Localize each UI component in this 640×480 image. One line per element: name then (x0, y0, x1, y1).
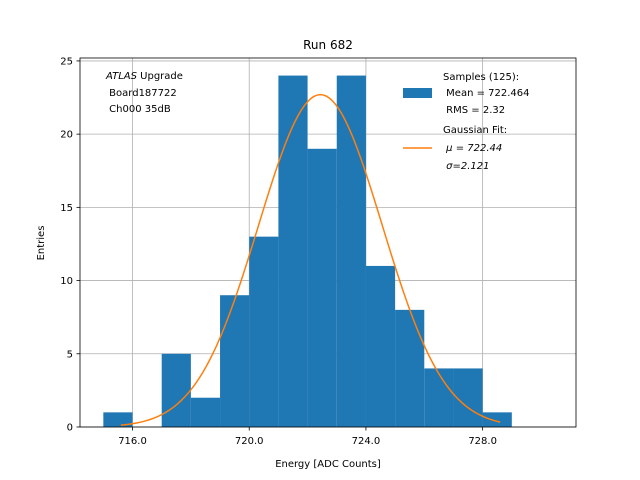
atlas-annotation: ATLAS Upgrade Board187722 Ch000 35dB (105, 71, 183, 115)
bars-layer (103, 75, 512, 428)
histogram-bar (220, 295, 250, 427)
legend-samples-mean: Mean = 722.464 (443, 88, 530, 99)
x-axis-ticks: 716.0 720.0 724.0 728.0 (118, 427, 497, 447)
y-axis-title: Entries (36, 226, 47, 261)
histogram-bar (424, 368, 454, 427)
histogram-bar (161, 353, 191, 427)
legend-samples-label: Samples (125): (443, 72, 519, 83)
annotation-upgrade: Upgrade (137, 71, 183, 82)
histogram-bar (365, 265, 396, 427)
annotation-line-1: ATLAS Upgrade (105, 71, 183, 82)
y-tick-label: 15 (60, 203, 73, 214)
legend-fit-sigma: σ=2.121 (443, 161, 490, 172)
plot-frame (79, 57, 577, 428)
gaussian-fit-curve (120, 93, 501, 426)
x-axis-title: Energy [ADC Counts] (275, 459, 381, 470)
annotation-atlas: ATLAS (105, 71, 138, 82)
legend-fit-label: Gaussian Fit: (443, 125, 507, 136)
x-tick-label: 724.0 (352, 436, 381, 447)
histogram-bar (190, 397, 221, 427)
histogram-bar (336, 75, 366, 428)
histogram-bar (278, 75, 308, 428)
legend: Samples (125): Mean = 722.464 RMS = 2.32… (403, 72, 530, 172)
histogram-bar (307, 148, 337, 428)
annotation-board: Board187722 (106, 88, 177, 99)
y-tick-label: 10 (60, 276, 73, 287)
y-tick-label: 0 (67, 423, 73, 434)
histogram-bar (395, 309, 425, 427)
chart-title: Run 682 (303, 38, 353, 52)
x-tick-label: 716.0 (118, 436, 147, 447)
histogram-bar (453, 368, 483, 427)
legend-samples-swatch (403, 88, 432, 98)
y-axis-ticks: 0 5 10 15 20 25 (60, 56, 80, 434)
histogram-bar (482, 412, 512, 427)
y-tick-label: 20 (60, 130, 73, 141)
y-tick-label: 25 (60, 56, 73, 67)
y-tick-label: 5 (67, 349, 73, 360)
legend-samples-rms: RMS = 2.32 (443, 105, 505, 116)
x-tick-label: 728.0 (468, 436, 497, 447)
annotation-channel: Ch000 35dB (106, 104, 171, 115)
legend-fit-mu: μ = 722.44 (443, 143, 502, 154)
histogram-bar (249, 236, 279, 427)
histogram-bar (103, 412, 133, 427)
x-tick-label: 720.0 (235, 436, 264, 447)
